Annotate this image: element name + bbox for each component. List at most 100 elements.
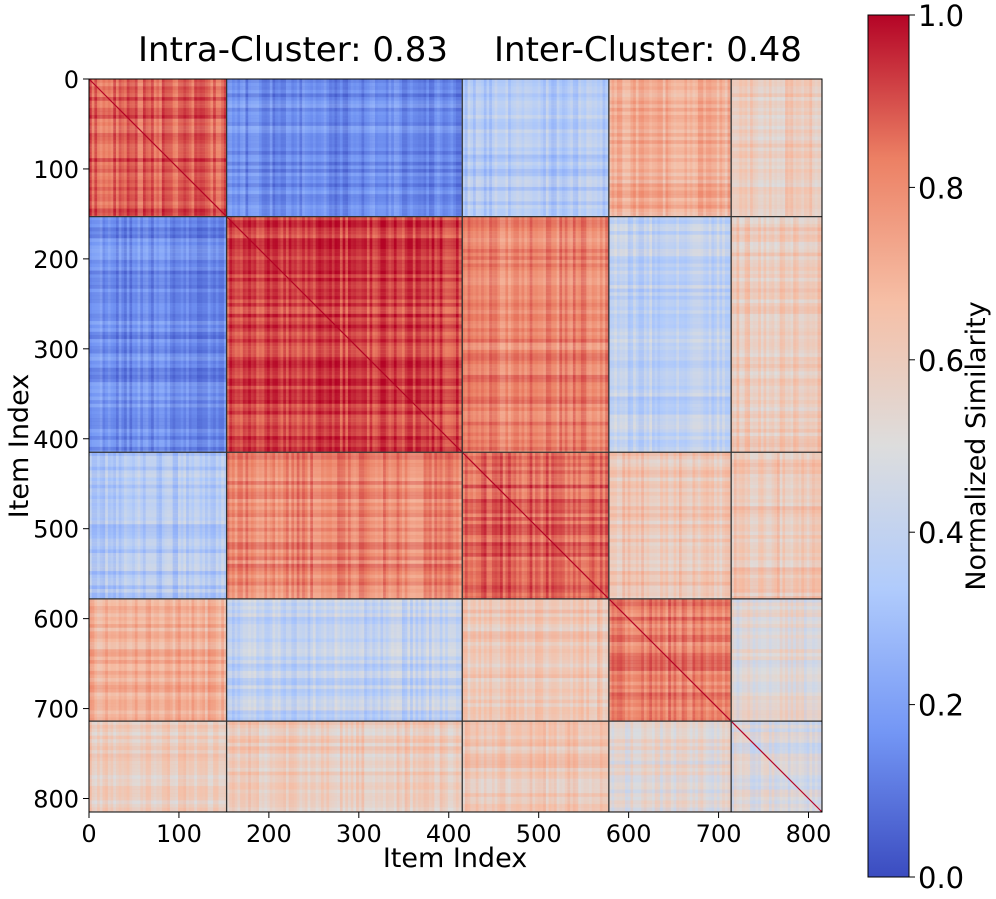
heatmap-cell [226, 252, 463, 257]
heatmap-cell [194, 452, 198, 599]
heatmap-cell [89, 703, 227, 708]
heatmap-cell [535, 216, 539, 453]
heatmap-cell [462, 466, 609, 471]
heatmap-cell [483, 721, 487, 812]
heatmap-cell [226, 578, 463, 583]
heatmap-cell [556, 79, 560, 217]
heatmap-cell [412, 216, 416, 453]
heatmap-cell [275, 216, 279, 453]
heatmap-cell [215, 452, 219, 599]
heatmap-cell [500, 721, 504, 812]
heatmap-cell [226, 567, 463, 572]
heatmap-cell [226, 118, 463, 123]
heatmap-cell [161, 598, 165, 722]
heatmap-cell [89, 389, 227, 394]
heatmap-cell [142, 598, 147, 722]
heatmap-cell [731, 216, 822, 221]
heatmap-cell [304, 452, 308, 599]
heatmap-cell [714, 79, 718, 217]
heatmap-cell [798, 598, 802, 722]
heatmap-cell [462, 389, 609, 394]
heatmap-cell [646, 598, 650, 722]
heatmap-cell [315, 452, 319, 599]
heatmap-cell [248, 452, 252, 599]
heatmap-cell [785, 216, 789, 453]
heatmap-cell [731, 288, 822, 293]
heatmap-cell [731, 782, 822, 787]
heatmap-cell [226, 389, 463, 394]
heatmap-cell [553, 216, 558, 453]
heatmap-cell [731, 509, 822, 514]
heatmap-cell [226, 241, 463, 246]
heatmap-cell [731, 574, 822, 579]
heatmap-cell [766, 216, 770, 453]
heatmap-cell [280, 721, 284, 812]
heatmap-cell [795, 721, 800, 812]
heatmap-cell [608, 328, 732, 333]
heatmap-cell [731, 800, 822, 805]
heatmap-cell [731, 194, 822, 199]
heatmap-cell [296, 452, 300, 599]
heatmap-cell [226, 509, 463, 514]
heatmap-cell [420, 598, 424, 722]
heatmap-cell [768, 452, 773, 599]
heatmap-cell [102, 721, 106, 812]
heatmap-cell [229, 598, 233, 722]
heatmap-cell [226, 216, 463, 221]
heatmap-cell [89, 567, 227, 572]
heatmap-cell [326, 598, 330, 722]
heatmap-cell [731, 107, 822, 112]
heatmap-cell [253, 721, 257, 812]
heatmap-cell [89, 570, 227, 575]
heatmap-cell [226, 631, 463, 636]
heatmap-cell [312, 598, 317, 722]
heatmap-cell [638, 216, 642, 453]
heatmap-cell [820, 452, 823, 599]
heatmap-cell [226, 499, 463, 503]
heatmap-cell [733, 216, 737, 453]
heatmap-cell [731, 306, 822, 311]
heatmap-cell [164, 216, 168, 453]
heatmap-cell [731, 342, 822, 347]
heatmap-cell [608, 627, 732, 632]
heatmap-cell [226, 418, 463, 422]
heatmap-cell [110, 216, 114, 453]
heatmap-cell [462, 79, 609, 83]
heatmap-cell [652, 721, 656, 812]
heatmap-cell [102, 452, 106, 599]
heatmap-cell [89, 129, 227, 134]
heatmap-cell [731, 753, 822, 758]
heatmap-cell [817, 598, 821, 722]
heatmap-cell [605, 598, 609, 722]
heatmap-cell [226, 277, 463, 282]
heatmap-cell [619, 721, 623, 812]
heatmap-cell [196, 598, 201, 722]
heatmap-cell [532, 79, 536, 217]
heatmap-cell [462, 310, 609, 315]
heatmap-cell [345, 721, 349, 812]
heatmap-cell [89, 674, 227, 679]
heatmap-cell [229, 79, 233, 217]
heatmap-cell [223, 79, 228, 217]
heatmap-cell [348, 216, 352, 453]
heatmap-cell [462, 227, 609, 232]
heatmap-cell [366, 79, 371, 217]
heatmap-cell [89, 742, 227, 747]
heatmap-cell [700, 216, 704, 453]
heatmap-cell [608, 656, 732, 661]
heatmap-cell [288, 216, 292, 453]
heatmap-cell [339, 598, 344, 722]
heatmap-cell [431, 452, 435, 599]
heatmap-cell [608, 692, 732, 697]
heatmap-cell [731, 602, 822, 607]
heatmap-cell [89, 688, 227, 693]
heatmap-cell [483, 452, 487, 599]
heatmap-cell [608, 342, 732, 347]
heatmap-cell [312, 216, 317, 453]
heatmap-cell [510, 598, 514, 722]
heatmap-cell [760, 216, 764, 453]
heatmap-cell [697, 598, 701, 722]
heatmap-cell [553, 721, 558, 812]
heatmap-cell [731, 396, 822, 401]
heatmap-cell [234, 598, 238, 722]
